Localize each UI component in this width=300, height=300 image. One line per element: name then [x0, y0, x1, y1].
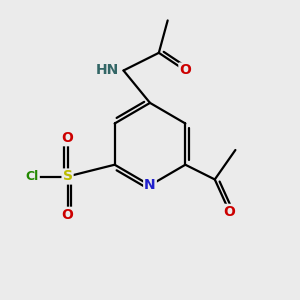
Text: O: O	[61, 131, 74, 145]
Text: O: O	[224, 205, 236, 219]
Text: HN: HN	[96, 64, 119, 77]
Text: Cl: Cl	[26, 170, 39, 183]
Text: N: N	[144, 178, 156, 192]
Text: O: O	[179, 64, 191, 77]
Text: S: S	[63, 169, 73, 184]
Text: O: O	[61, 208, 74, 222]
